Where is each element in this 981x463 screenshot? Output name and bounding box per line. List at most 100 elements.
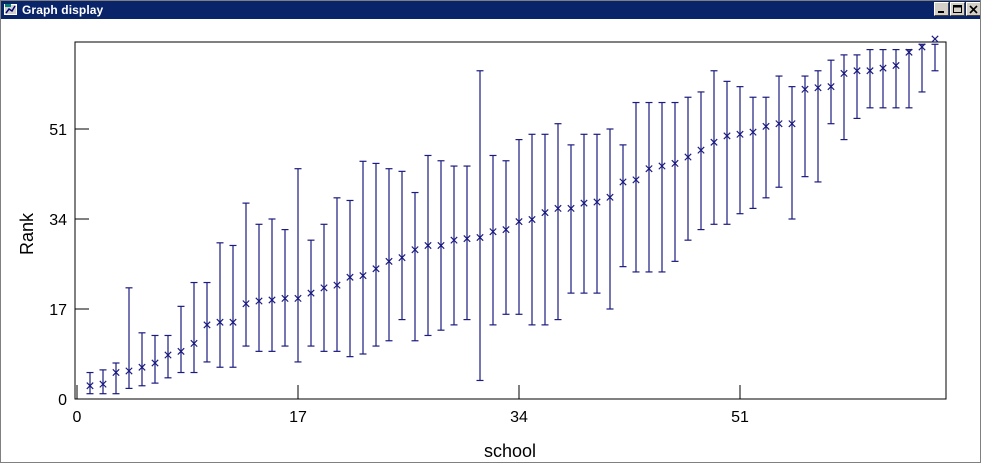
data-point (307, 289, 315, 297)
error-bar (528, 133, 536, 326)
error-bar (840, 54, 848, 141)
data-point (138, 363, 146, 371)
error-bar (151, 334, 159, 384)
error-bar (385, 168, 393, 342)
plot-frame (74, 41, 947, 400)
data-point (125, 367, 133, 375)
data-point (450, 236, 458, 244)
error-bar (463, 165, 471, 321)
error-bar (216, 242, 224, 368)
data-point (515, 218, 523, 226)
data-point (554, 204, 562, 213)
error-bar (723, 80, 731, 225)
error-bar (281, 228, 289, 347)
error-bar (255, 223, 263, 352)
error-bar (762, 96, 770, 199)
data-point (658, 162, 666, 170)
error-bar (268, 218, 276, 352)
x-tick-label: 0 (73, 409, 82, 426)
error-bar (554, 123, 562, 321)
data-point (866, 67, 874, 75)
y-tick-label: 17 (49, 302, 67, 319)
window-controls (933, 2, 980, 16)
data-point (580, 199, 588, 207)
error-bar (853, 54, 861, 120)
data-point (281, 294, 289, 303)
data-point (99, 380, 107, 388)
error-bar (827, 59, 835, 125)
x-tick-label: 51 (731, 409, 749, 426)
data-point (814, 84, 822, 92)
error-bar (619, 144, 627, 268)
error-bar (502, 160, 510, 315)
minimize-button[interactable] (934, 2, 949, 16)
data-point (749, 128, 757, 136)
close-button[interactable] (966, 2, 980, 16)
data-point (840, 69, 848, 78)
error-bar (177, 305, 185, 374)
y-tick-label: 0 (58, 392, 67, 409)
error-bar (242, 202, 250, 347)
data-point (645, 165, 653, 173)
y-tick-label: 51 (49, 122, 67, 139)
error-bar (593, 133, 601, 294)
error-bar (580, 133, 588, 294)
x-axis-ticks: 0 17 34 51 (73, 385, 749, 426)
data-point (632, 176, 640, 184)
data-point (528, 215, 536, 224)
error-bar (99, 369, 107, 395)
title-bar[interactable]: Graph display (1, 1, 980, 19)
error-bar (645, 101, 653, 273)
data-point (606, 193, 614, 201)
error-bar (879, 48, 887, 109)
data-point (736, 130, 744, 138)
error-bar (294, 168, 302, 363)
error-bar (138, 332, 146, 387)
data-point (268, 296, 276, 304)
close-icon (969, 4, 978, 14)
error-bar (541, 133, 549, 326)
error-bar (697, 91, 705, 231)
data-markers (86, 35, 939, 390)
x-tick-label: 17 (289, 409, 307, 426)
data-point (229, 318, 237, 326)
maximize-button[interactable] (950, 2, 965, 16)
rank-chart: 0 17 34 51 0 17 34 51 school Rank (17, 35, 947, 461)
data-point (216, 318, 224, 326)
error-bar (736, 86, 744, 215)
error-bar (749, 96, 757, 210)
error-bar (372, 162, 380, 347)
error-bar (346, 199, 354, 358)
data-point (385, 257, 393, 265)
data-point (905, 48, 913, 56)
error-bar (515, 138, 523, 315)
minimize-icon (938, 10, 944, 13)
data-point (892, 61, 900, 70)
error-bar (112, 362, 120, 395)
data-point (112, 368, 120, 377)
data-point (177, 347, 185, 355)
error-bar (190, 281, 198, 374)
error-bar (658, 101, 666, 273)
error-bar (567, 144, 575, 294)
data-point (853, 67, 861, 75)
data-point (502, 225, 510, 234)
error-bar (333, 197, 341, 352)
data-point (697, 146, 705, 154)
error-bar (450, 165, 458, 326)
data-point (788, 120, 796, 128)
data-point (437, 241, 445, 250)
error-bar (86, 371, 94, 395)
error-bar (476, 70, 484, 382)
data-point (541, 209, 549, 217)
error-bar (775, 75, 783, 188)
data-point (775, 120, 783, 128)
error-bar (931, 43, 939, 72)
data-point (619, 178, 627, 186)
data-point (463, 234, 471, 243)
maximize-icon (953, 4, 962, 13)
graph-window-icon[interactable] (4, 3, 18, 17)
data-point (723, 132, 731, 140)
data-point (827, 83, 835, 91)
data-point (801, 85, 809, 93)
